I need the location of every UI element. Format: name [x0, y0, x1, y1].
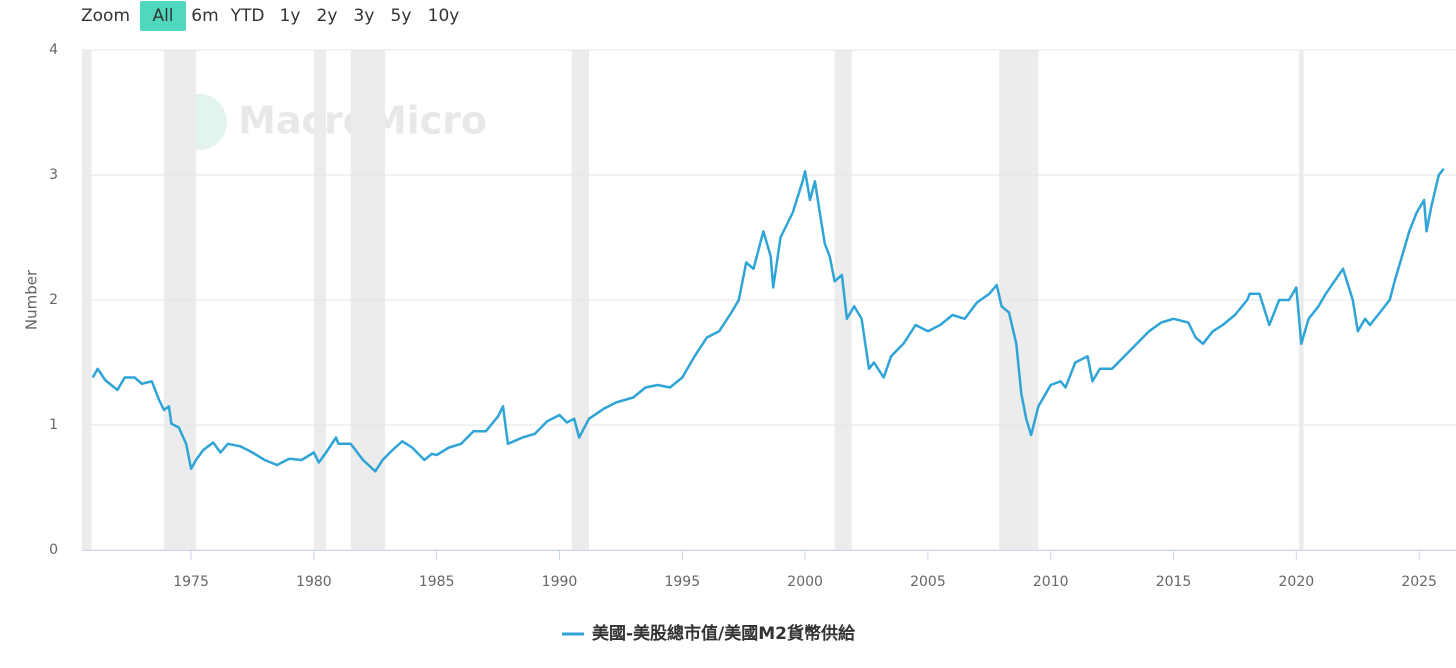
- range-button[interactable]: 6m: [191, 6, 218, 26]
- zoom-label: Zoom: [81, 6, 130, 26]
- y-tick-label: 4: [49, 42, 58, 58]
- range-button[interactable]: 1y: [280, 6, 301, 26]
- legend-label[interactable]: 美國-美股總市值/美國M2貨幣供給: [592, 623, 856, 644]
- range-button[interactable]: 2y: [317, 6, 338, 26]
- x-tick-label: 1975: [173, 574, 209, 590]
- range-button[interactable]: 3y: [354, 6, 375, 26]
- y-tick-label: 0: [49, 542, 58, 558]
- y-tick-label: 2: [49, 292, 58, 308]
- y-axis-label: Number: [23, 269, 41, 330]
- x-tick-label: 2010: [1033, 574, 1069, 590]
- x-tick-label: 2015: [1156, 574, 1192, 590]
- line-series: [91, 168, 1445, 473]
- range-button[interactable]: 5y: [391, 6, 412, 26]
- x-tick-label: 2020: [1279, 574, 1315, 590]
- x-tick-label: 1985: [419, 574, 455, 590]
- x-tick-label: 2005: [910, 574, 946, 590]
- x-tick-label: 2000: [787, 574, 823, 590]
- range-button-bg: [140, 1, 186, 31]
- y-tick-label: 1: [49, 417, 58, 433]
- range-button[interactable]: All: [152, 6, 173, 26]
- x-tick-label: 1980: [296, 574, 332, 590]
- x-tick-label: 2025: [1401, 574, 1437, 590]
- range-button[interactable]: 10y: [428, 6, 460, 26]
- x-tick-label: 1995: [664, 574, 700, 590]
- y-tick-label: 3: [49, 167, 58, 183]
- x-tick-label: 1990: [542, 574, 578, 590]
- range-button[interactable]: YTD: [230, 6, 265, 26]
